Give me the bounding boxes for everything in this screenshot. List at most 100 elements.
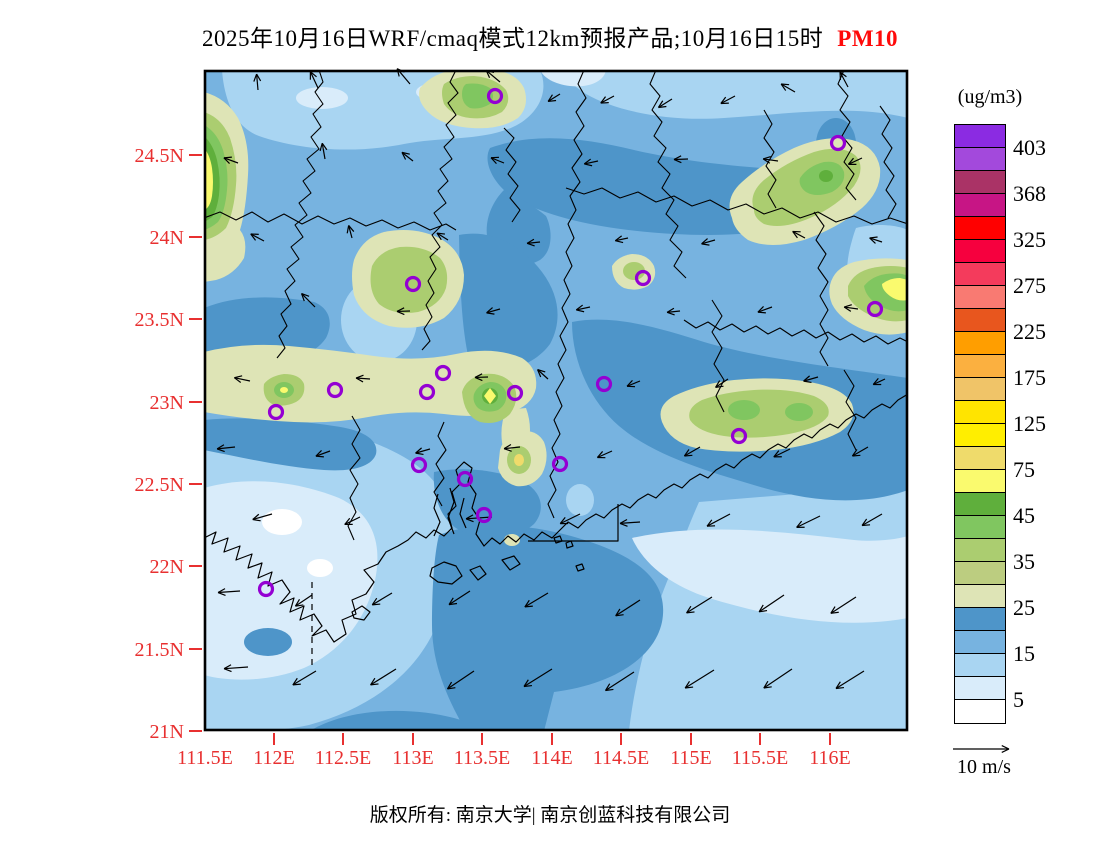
- latitude-label: 22N: [150, 556, 184, 578]
- wind-arrow: [252, 513, 273, 521]
- longitude-label: 111.5E: [177, 747, 233, 769]
- wind-arrow: [597, 450, 613, 459]
- wind-arrow-head: [701, 243, 710, 246]
- longitude-label: 116E: [809, 747, 850, 769]
- wind-arrow-head: [757, 306, 764, 313]
- wind-arrow-head: [673, 158, 682, 164]
- wind-arrow-head: [372, 603, 381, 606]
- longitude-label: 115.5E: [732, 747, 788, 769]
- wind-arrow-head: [701, 238, 708, 245]
- wind-arrow-head: [604, 683, 611, 691]
- wind-arrow: [844, 306, 859, 310]
- latitude-label: 21N: [150, 721, 184, 743]
- nested-domain-box: [528, 504, 619, 542]
- wind-arrow: [415, 448, 431, 454]
- wind-arrow-head: [524, 605, 533, 608]
- wind-arrow: [527, 241, 541, 244]
- wind-arrow-head: [720, 96, 727, 104]
- legend-cell: [954, 699, 1006, 724]
- wind-arrow-head: [355, 374, 364, 379]
- legend-cell: [954, 377, 1006, 402]
- wind-arrow-head: [465, 514, 474, 520]
- wind-arrow: [763, 158, 779, 162]
- longitude-label: 112.5E: [315, 747, 371, 769]
- wind-arrow: [872, 378, 886, 386]
- wind-arrow: [301, 293, 316, 308]
- wind-arrow-head: [256, 73, 262, 82]
- wind-arrow-head: [217, 588, 226, 594]
- wind-arrow: [830, 596, 857, 614]
- legend-value-label: 35: [1013, 549, 1035, 574]
- wind-arrow: [559, 513, 581, 525]
- wind-arrow-head: [486, 307, 493, 314]
- wind-arrow: [773, 448, 791, 458]
- wind-arrow-head: [584, 163, 593, 167]
- wind-arrow: [861, 513, 883, 527]
- legend-cell: [954, 331, 1006, 356]
- wind-arrow-head: [223, 668, 232, 673]
- wind-arrow-head: [758, 604, 764, 613]
- wind-arrow-head: [448, 597, 454, 605]
- wind-arrow: [600, 95, 615, 104]
- legend-value-label: 75: [1013, 457, 1035, 482]
- wind-arrow: [684, 669, 715, 689]
- wind-arrow: [486, 308, 501, 314]
- station-marker: [506, 384, 524, 402]
- wind-arrow-head: [370, 683, 379, 686]
- wind-arrow-head: [862, 524, 871, 527]
- wind-arrow: [371, 592, 393, 606]
- wind-arrow: [523, 668, 553, 687]
- wind-arrow: [309, 71, 319, 89]
- wind-arrow-head: [292, 683, 301, 686]
- legend-value-label: 403: [1013, 135, 1046, 160]
- wind-arrow-head: [436, 232, 442, 241]
- wind-arrow-head: [666, 307, 675, 313]
- wind-arrow-head: [605, 688, 614, 692]
- wind-arrow-head: [686, 611, 695, 614]
- wind-arrow: [667, 310, 681, 313]
- wind-arrow-head: [657, 100, 664, 108]
- latitude-label: 22.5N: [135, 474, 184, 496]
- wind-arrow: [792, 230, 806, 239]
- wind-arrow-head: [396, 307, 405, 312]
- wind-arrow: [256, 74, 259, 91]
- wind-arrow-head: [250, 233, 257, 241]
- wind-arrow-head: [355, 377, 364, 383]
- wind-arrow: [869, 237, 883, 243]
- wind-arrow-head: [223, 156, 232, 159]
- wind-arrow-head: [319, 143, 323, 152]
- wind-arrow: [615, 237, 629, 242]
- wind-arrow-head: [446, 681, 453, 690]
- legend-cell: [954, 584, 1006, 609]
- legend-cell: [954, 285, 1006, 310]
- wind-arrow: [355, 377, 371, 380]
- copyright-text: 版权所有: 南京大学| 南京创蓝科技有限公司: [369, 805, 731, 826]
- wind-arrow: [401, 151, 414, 162]
- longitude-label: 113E: [392, 747, 433, 769]
- legend-value-label: 25: [1013, 595, 1035, 620]
- wind-arrow: [584, 160, 599, 165]
- legend-cell: [954, 193, 1006, 218]
- page-title: 2025年10月16日WRF/cmaq模式12km预报产品;10月16日15时 P…: [0, 19, 1100, 53]
- wind-arrow: [295, 594, 313, 607]
- wind-arrow-head: [321, 142, 328, 151]
- wind-arrow-head: [583, 158, 592, 165]
- wind-arrow-head: [301, 293, 310, 297]
- wind-arrow-head: [216, 444, 225, 450]
- legend-cell: [954, 492, 1006, 517]
- legend-unit-label: (ug/m3): [957, 86, 1023, 108]
- wind-arrow: [576, 306, 591, 311]
- wind-arrow-head: [803, 375, 810, 382]
- wind-arrow-head: [490, 157, 497, 165]
- wind-arrow: [780, 83, 796, 93]
- wind-arrow: [447, 670, 475, 690]
- wind-arrow-head: [861, 518, 868, 526]
- wind-arrow-head: [234, 375, 243, 379]
- wind-arrow-head: [843, 306, 852, 312]
- wind-arrow-head: [762, 158, 771, 164]
- wind-arrow-head: [503, 444, 512, 450]
- wind-arrow-head: [537, 369, 542, 378]
- wind-arrow-head: [835, 681, 841, 689]
- wind-arrow-head: [830, 611, 839, 614]
- title-text: 2025年10月16日WRF/cmaq模式12km预报产品;10月16日15时: [201, 26, 824, 51]
